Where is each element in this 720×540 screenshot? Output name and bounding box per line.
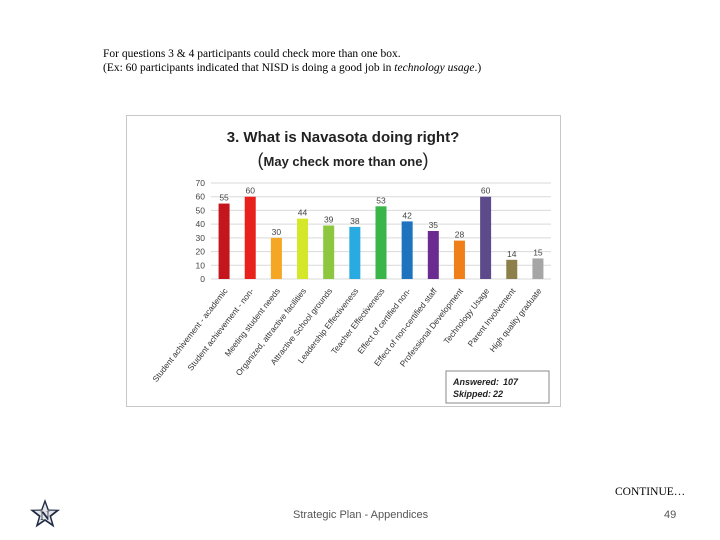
bar bbox=[349, 226, 361, 279]
intro-text: For questions 3 & 4 participants could c… bbox=[103, 47, 663, 75]
bar bbox=[532, 258, 544, 279]
svg-text:N: N bbox=[40, 508, 50, 523]
skipped-label: Skipped: bbox=[453, 389, 491, 399]
skipped-row: Skipped: 22 bbox=[453, 389, 503, 399]
y-tick-label: 30 bbox=[196, 233, 206, 243]
bar bbox=[297, 218, 309, 279]
bar bbox=[270, 237, 282, 279]
y-tick-label: 50 bbox=[196, 205, 206, 215]
x-category-label: Technology Usage bbox=[441, 286, 491, 346]
chart-card: 3. What is Navasota doing right? (May ch… bbox=[126, 115, 561, 407]
bar-value-label: 14 bbox=[507, 249, 517, 259]
intro-line-1: For questions 3 & 4 participants could c… bbox=[103, 48, 401, 60]
chart-title: 3. What is Navasota doing right? bbox=[227, 129, 460, 146]
bar-value-label: 38 bbox=[350, 216, 360, 226]
chart-subtitle: (May check more than one) bbox=[258, 150, 429, 170]
intro-line-2-emphasis: technology usage bbox=[394, 62, 475, 74]
y-tick-label: 60 bbox=[196, 192, 206, 202]
subtitle-text: May check more than one bbox=[264, 154, 423, 169]
continue-label: CONTINUE… bbox=[615, 486, 686, 498]
answered-value: 107 bbox=[503, 377, 519, 387]
answered-label: Answered: bbox=[452, 377, 499, 387]
intro-line-2-prefix: (Ex: 60 participants indicated that NISD… bbox=[103, 62, 395, 74]
star-n-logo-icon: N bbox=[30, 499, 60, 528]
bar-value-label: 60 bbox=[245, 186, 255, 196]
bar-value-label: 42 bbox=[402, 210, 412, 220]
bar bbox=[323, 225, 335, 279]
chart-grid bbox=[211, 182, 551, 280]
bar-value-label: 53 bbox=[376, 195, 386, 205]
bar-value-label: 28 bbox=[455, 230, 465, 240]
intro-line-2-suffix: .) bbox=[474, 62, 482, 74]
bar bbox=[453, 240, 465, 279]
subtitle-close-paren: ) bbox=[422, 150, 428, 170]
subtitle-open-paren: ( bbox=[258, 150, 264, 170]
bar-value-label: 39 bbox=[324, 215, 334, 225]
bar-value-label: 35 bbox=[429, 220, 439, 230]
y-tick-label: 70 bbox=[196, 178, 206, 188]
bar bbox=[244, 196, 256, 279]
bar bbox=[401, 221, 413, 279]
bar-value-label: 55 bbox=[219, 193, 229, 203]
y-tick-label: 20 bbox=[196, 247, 206, 257]
bar-value-label: 60 bbox=[481, 186, 491, 196]
y-tick-label: 0 bbox=[200, 274, 205, 284]
x-category-label: Parent Involvement bbox=[465, 286, 517, 349]
bars: 55 60 30 44 39 38 53 42 35 28 60 14 15 bbox=[218, 186, 544, 279]
y-axis: 0 10 20 30 40 50 60 70 bbox=[196, 178, 206, 284]
response-summary-frame bbox=[445, 370, 550, 404]
bar bbox=[427, 231, 439, 279]
answered-row: Answered: 107 bbox=[452, 377, 519, 387]
bar-chart: 3. What is Navasota doing right? (May ch… bbox=[150, 129, 551, 404]
bar bbox=[480, 196, 492, 279]
response-summary-box: Answered: 107 Skipped: 22 bbox=[445, 370, 550, 404]
bar-value-label: 44 bbox=[298, 208, 308, 218]
skipped-value: 22 bbox=[492, 389, 503, 399]
footer-title: Strategic Plan - Appendices bbox=[293, 509, 429, 521]
bar-value-label: 30 bbox=[272, 227, 282, 237]
bar bbox=[375, 206, 387, 279]
y-tick-label: 40 bbox=[196, 219, 206, 229]
intro-line-2: (Ex: 60 participants indicated that NISD… bbox=[103, 61, 663, 75]
x-category-label: High quality graduate bbox=[487, 286, 543, 354]
bar bbox=[218, 203, 230, 279]
y-tick-label: 10 bbox=[196, 260, 206, 270]
page-number: 49 bbox=[664, 509, 677, 521]
bar bbox=[506, 259, 518, 279]
bar-value-label: 15 bbox=[533, 247, 543, 257]
